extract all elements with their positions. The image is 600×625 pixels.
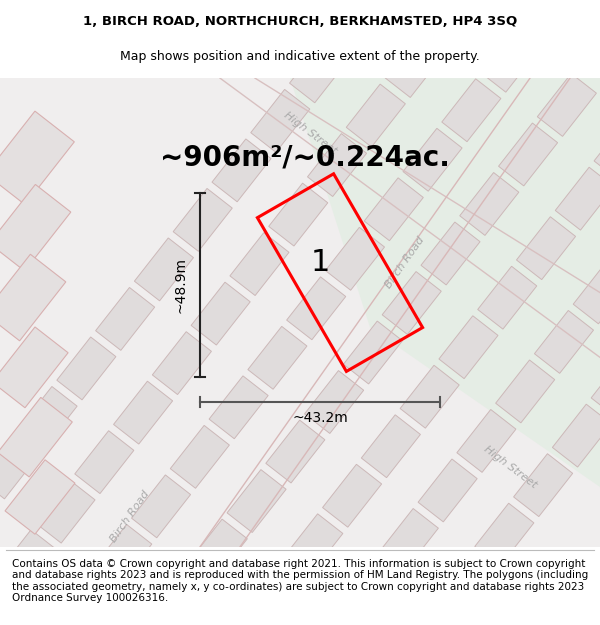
Polygon shape xyxy=(573,261,600,324)
Polygon shape xyxy=(364,178,424,241)
Polygon shape xyxy=(307,134,367,196)
Polygon shape xyxy=(496,360,555,423)
Text: ~48.9m: ~48.9m xyxy=(173,257,187,313)
Polygon shape xyxy=(457,409,516,472)
Text: Map shows position and indicative extent of the property.: Map shows position and indicative extent… xyxy=(120,50,480,62)
Polygon shape xyxy=(478,266,537,329)
Polygon shape xyxy=(287,277,346,340)
Polygon shape xyxy=(149,569,209,625)
Polygon shape xyxy=(212,139,271,202)
Text: High Street: High Street xyxy=(281,110,338,156)
Polygon shape xyxy=(152,332,211,394)
Polygon shape xyxy=(343,321,403,384)
Text: Birch Road: Birch Road xyxy=(383,235,427,290)
Polygon shape xyxy=(442,79,501,142)
Text: ~906m²/~0.224ac.: ~906m²/~0.224ac. xyxy=(160,144,450,172)
Polygon shape xyxy=(5,460,75,534)
Text: High Street: High Street xyxy=(482,444,538,490)
Polygon shape xyxy=(305,371,364,434)
Polygon shape xyxy=(379,509,439,571)
Polygon shape xyxy=(323,464,382,527)
Polygon shape xyxy=(418,459,477,522)
Polygon shape xyxy=(439,316,498,379)
Polygon shape xyxy=(475,503,534,566)
Polygon shape xyxy=(290,40,349,102)
Polygon shape xyxy=(266,420,325,483)
Polygon shape xyxy=(400,365,459,428)
Polygon shape xyxy=(436,552,495,616)
Polygon shape xyxy=(227,469,286,532)
Polygon shape xyxy=(499,123,557,186)
Polygon shape xyxy=(188,519,247,582)
Polygon shape xyxy=(0,254,66,341)
Polygon shape xyxy=(514,454,572,517)
Polygon shape xyxy=(54,574,113,625)
Polygon shape xyxy=(382,271,441,334)
Polygon shape xyxy=(517,217,575,279)
Polygon shape xyxy=(555,168,600,230)
Polygon shape xyxy=(251,89,310,152)
Text: 1: 1 xyxy=(310,248,329,277)
Polygon shape xyxy=(113,381,173,444)
Polygon shape xyxy=(131,475,191,538)
Polygon shape xyxy=(95,288,155,351)
Polygon shape xyxy=(93,524,152,588)
Polygon shape xyxy=(481,29,539,92)
Polygon shape xyxy=(594,118,600,181)
Polygon shape xyxy=(361,415,421,478)
Polygon shape xyxy=(18,386,77,449)
Polygon shape xyxy=(341,558,400,621)
Polygon shape xyxy=(460,173,519,236)
Polygon shape xyxy=(421,222,480,285)
Polygon shape xyxy=(173,189,232,251)
Polygon shape xyxy=(134,238,193,301)
Polygon shape xyxy=(36,480,95,543)
Polygon shape xyxy=(57,337,116,400)
Polygon shape xyxy=(290,78,600,487)
Polygon shape xyxy=(403,128,462,191)
Polygon shape xyxy=(284,514,343,577)
Polygon shape xyxy=(591,354,600,418)
Polygon shape xyxy=(538,74,596,136)
Polygon shape xyxy=(0,436,38,499)
Polygon shape xyxy=(346,84,406,147)
Polygon shape xyxy=(0,184,71,271)
Polygon shape xyxy=(269,183,328,246)
Polygon shape xyxy=(245,563,304,625)
Polygon shape xyxy=(75,431,134,494)
Polygon shape xyxy=(0,111,74,205)
Polygon shape xyxy=(209,376,268,439)
Polygon shape xyxy=(328,0,388,53)
Polygon shape xyxy=(385,34,444,98)
Polygon shape xyxy=(553,404,600,467)
Polygon shape xyxy=(0,327,68,408)
Text: 1, BIRCH ROAD, NORTHCHURCH, BERKHAMSTED, HP4 3SQ: 1, BIRCH ROAD, NORTHCHURCH, BERKHAMSTED,… xyxy=(83,16,517,28)
Text: Birch Road: Birch Road xyxy=(109,489,151,544)
Text: ~43.2m: ~43.2m xyxy=(292,411,348,425)
Polygon shape xyxy=(191,282,250,345)
Polygon shape xyxy=(230,232,289,296)
Polygon shape xyxy=(325,228,385,290)
Polygon shape xyxy=(535,311,593,373)
Text: Contains OS data © Crown copyright and database right 2021. This information is : Contains OS data © Crown copyright and d… xyxy=(12,559,588,603)
Polygon shape xyxy=(424,0,483,48)
Polygon shape xyxy=(248,326,307,389)
Polygon shape xyxy=(0,398,73,477)
Polygon shape xyxy=(0,530,56,592)
Polygon shape xyxy=(170,426,229,488)
